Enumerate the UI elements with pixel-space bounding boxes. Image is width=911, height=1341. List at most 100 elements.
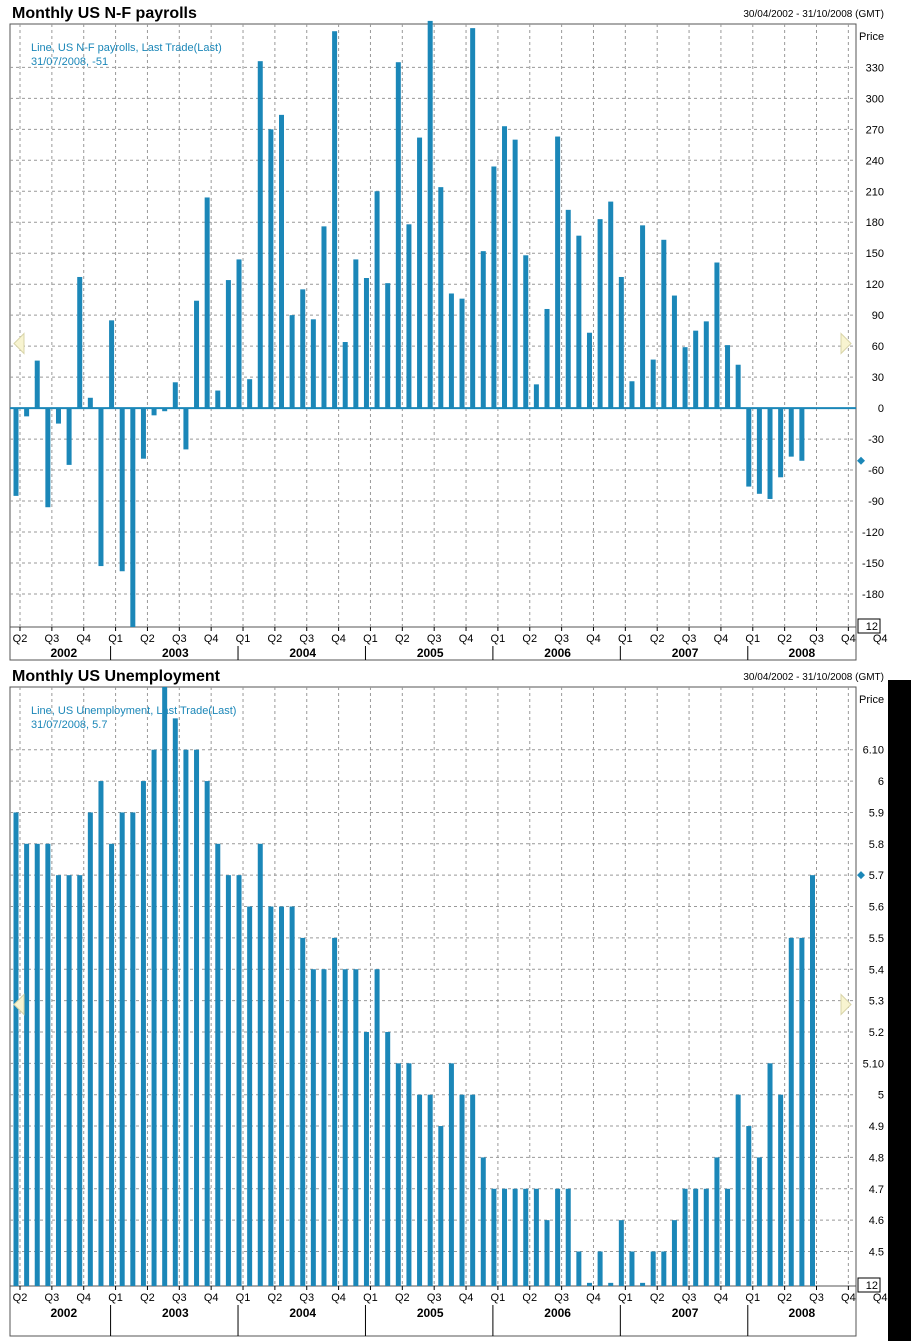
- quarter-label: Q4: [331, 633, 346, 645]
- data-bar: [480, 1157, 486, 1286]
- data-bar: [363, 278, 369, 409]
- plot-frame: [9, 23, 857, 628]
- data-bar: [417, 137, 423, 409]
- quarter-label: Q2: [522, 633, 537, 645]
- quarter-label: Q1: [618, 1292, 633, 1304]
- y-tick-label: 30: [872, 372, 884, 384]
- data-bar: [756, 1157, 762, 1286]
- y-tick-label: 5.7: [869, 870, 884, 882]
- quarter-label: Q4: [586, 633, 601, 645]
- data-bar: [597, 219, 603, 409]
- data-bar: [682, 1188, 688, 1286]
- data-bar: [140, 781, 146, 1286]
- y-tick-label: 4.8: [869, 1152, 884, 1164]
- payrolls-chart-panel: Monthly US N-F payrolls 30/04/2002 - 31/…: [0, 0, 888, 663]
- quarter-label: Q4: [76, 633, 91, 645]
- year-label: 2006: [544, 646, 571, 660]
- legend-line-2: 31/07/2008, 5.7: [31, 719, 107, 731]
- y-tick-label: 180: [866, 217, 884, 229]
- data-bar: [236, 259, 242, 409]
- data-bar: [693, 330, 699, 409]
- y-tick-label: 0: [878, 403, 884, 415]
- data-bar: [257, 61, 263, 409]
- data-bar: [215, 390, 221, 409]
- data-bar: [555, 1188, 561, 1286]
- quarter-label: Q2: [268, 1292, 283, 1304]
- y-tick-label: 5.5: [869, 933, 884, 945]
- data-bar: [608, 1282, 614, 1286]
- data-bar: [395, 1063, 401, 1286]
- data-bar: [544, 1220, 550, 1286]
- year-label: 2003: [162, 646, 189, 660]
- quarter-label: Q1: [236, 1292, 251, 1304]
- data-bar: [66, 875, 72, 1286]
- data-bar: [788, 937, 794, 1286]
- year-label: 2005: [417, 646, 444, 660]
- data-bar: [55, 875, 61, 1286]
- quarter-label: Q1: [363, 1292, 378, 1304]
- y-tick-label: 6.10: [863, 745, 884, 757]
- data-bar: [342, 969, 348, 1286]
- data-bar: [247, 906, 253, 1286]
- interval-box-label: 12: [866, 621, 878, 633]
- data-bar: [257, 843, 263, 1286]
- data-bar: [45, 408, 51, 508]
- data-bar: [332, 31, 338, 409]
- data-bar: [417, 1094, 423, 1286]
- data-bar: [661, 1251, 667, 1286]
- data-bar: [215, 843, 221, 1286]
- year-label: 2005: [417, 1306, 444, 1320]
- scroll-right-arrow[interactable]: [840, 332, 852, 355]
- scroll-right-arrow[interactable]: [840, 993, 852, 1016]
- unemployment-date-range: 30/04/2002 - 31/10/2008 (GMT): [743, 672, 884, 683]
- data-bar: [406, 224, 412, 409]
- data-bar: [502, 1188, 508, 1286]
- data-bar: [735, 1094, 741, 1286]
- quarter-label: Q2: [777, 1292, 792, 1304]
- y-axis-title: Price: [859, 694, 884, 706]
- last-value-marker: [857, 456, 865, 465]
- quarter-label: Q3: [45, 633, 60, 645]
- quarter-label: Q4: [714, 633, 729, 645]
- quarter-label: Q3: [172, 1292, 187, 1304]
- data-bar: [34, 360, 40, 409]
- legend-line-1: Line, US N-F payrolls, Last Trade(Last): [31, 42, 222, 54]
- quarter-label: Q2: [395, 1292, 410, 1304]
- data-bar: [448, 293, 454, 409]
- year-label: 2002: [50, 646, 77, 660]
- data-bar: [767, 408, 773, 499]
- data-bar: [24, 843, 30, 1286]
- data-bar: [268, 906, 274, 1286]
- unemployment-chart-panel: Monthly US Unemployment 30/04/2002 - 31/…: [0, 663, 888, 1341]
- data-bar: [87, 397, 93, 409]
- data-bar: [810, 875, 815, 1286]
- scroll-left-arrow[interactable]: [13, 332, 25, 355]
- scroll-left-arrow[interactable]: [13, 993, 25, 1016]
- data-bar: [151, 749, 157, 1286]
- data-bar: [470, 1094, 476, 1286]
- data-bar: [746, 1126, 752, 1286]
- quarter-label: Q3: [45, 1292, 60, 1304]
- quarter-label: Q4: [204, 1292, 219, 1304]
- data-bar: [703, 321, 709, 409]
- data-bar: [586, 1282, 592, 1286]
- quarter-label: Q3: [682, 633, 697, 645]
- quarter-label: Q1: [491, 633, 506, 645]
- data-bar: [682, 347, 688, 409]
- data-bar: [77, 276, 83, 409]
- data-bar: [565, 1188, 571, 1286]
- data-bar: [55, 408, 61, 424]
- data-bar: [279, 114, 284, 409]
- data-bar: [342, 342, 348, 409]
- legend-line-2: 31/07/2008, -51: [31, 56, 108, 68]
- interval-box[interactable]: [857, 1277, 881, 1293]
- year-label: 2004: [289, 646, 316, 660]
- quarter-label: Q2: [13, 1292, 28, 1304]
- interval-box[interactable]: [857, 618, 881, 634]
- y-tick-label: 5.6: [869, 902, 884, 914]
- data-bar: [650, 1251, 656, 1286]
- data-bar: [300, 937, 306, 1286]
- quarter-label: Q3: [682, 1292, 697, 1304]
- year-label: 2002: [50, 1306, 77, 1320]
- data-bar: [491, 1188, 497, 1286]
